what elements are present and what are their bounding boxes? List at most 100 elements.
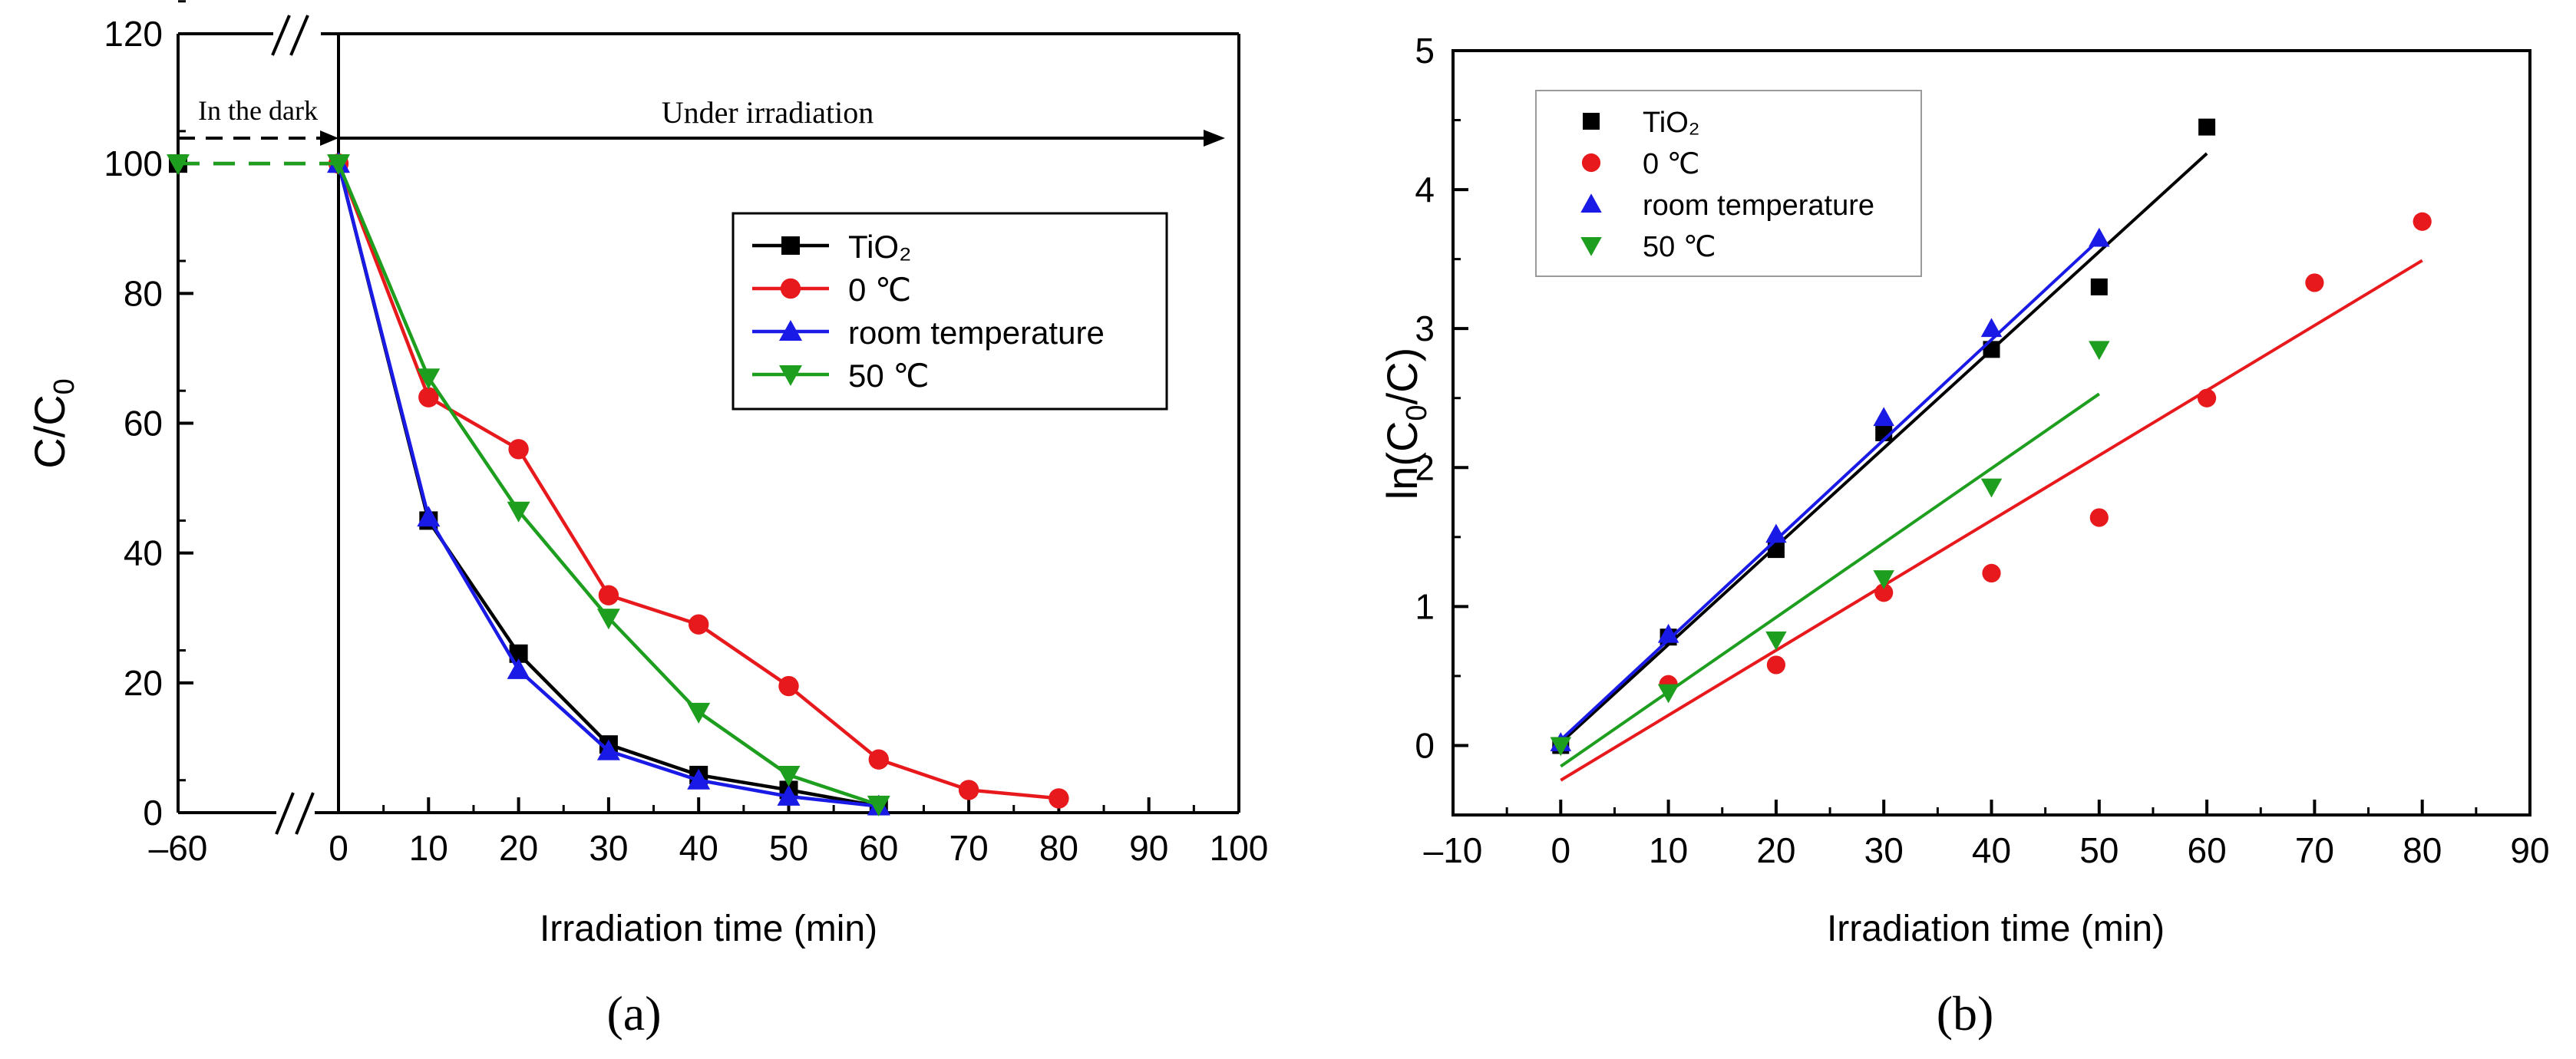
legend-label: 50 ℃ <box>1643 231 1716 263</box>
top-break-gap <box>273 9 321 55</box>
x-tick-label: 0 <box>1551 830 1571 870</box>
data-point <box>418 387 439 407</box>
data-point <box>1980 318 2003 338</box>
legend-label: room temperature <box>1643 190 1874 222</box>
data-point <box>2198 118 2216 136</box>
y-axis-title: ln(C0/C) <box>1378 348 1433 500</box>
legend-label: 0 ℃ <box>1643 148 1699 180</box>
series-segment <box>698 773 789 792</box>
legend-marker <box>1583 113 1600 130</box>
x-tick-label: 90 <box>1129 828 1168 868</box>
series-segment <box>697 711 790 777</box>
data-point <box>687 768 711 790</box>
legend: TiO₂ 0 ℃ room temperature 50 ℃ <box>732 212 1168 411</box>
y-tick-label: 0 <box>1415 725 1435 765</box>
legend-label: 0 ℃ <box>848 272 911 308</box>
y-axis-title: C/C0 <box>25 378 81 469</box>
panel-b: 0 1 2 3 4 5 –10 0 10 20 30 40 50 60 70 80 90 Irradiation … <box>1378 31 2550 1041</box>
data-point <box>2198 388 2217 407</box>
x-tick-label: 30 <box>1864 830 1904 870</box>
legend: TiO₂ 0 ℃ room temperature 50 ℃ <box>1535 90 1922 277</box>
data-point <box>778 675 799 697</box>
dark-arrowhead <box>320 130 339 146</box>
panel-label-a: (a) <box>606 986 661 1041</box>
x-tick-label: –10 <box>1424 830 1483 870</box>
series-segment <box>608 749 699 782</box>
x-tick-label: 20 <box>1756 830 1795 870</box>
series-segment <box>517 652 610 746</box>
series-segment <box>608 593 699 626</box>
irradiation-arrowhead <box>1204 130 1225 147</box>
series-segment <box>788 794 880 808</box>
x-tick-label: 10 <box>409 828 448 868</box>
legend-label: 50 ℃ <box>848 358 930 394</box>
data-point <box>2305 273 2324 292</box>
legend-box <box>1535 90 1922 277</box>
series-segment <box>427 377 520 512</box>
data-point <box>2090 278 2108 295</box>
data-point <box>867 795 890 817</box>
data-point <box>596 609 620 630</box>
y-tick-label: 0 <box>143 793 163 833</box>
y-tick-label: 20 <box>124 663 163 703</box>
series-segment <box>517 510 610 619</box>
series-segment <box>517 668 610 753</box>
series-segment <box>428 395 520 451</box>
y-tick-label: 100 <box>104 144 163 183</box>
legend-marker <box>779 365 802 386</box>
legend-marker <box>1580 193 1602 213</box>
panel-label-b: (b) <box>1937 986 1994 1041</box>
data-point <box>1982 563 2001 583</box>
data-point <box>1766 655 1785 675</box>
data-point <box>1874 583 1894 602</box>
x-tick-label: 80 <box>1039 828 1078 868</box>
x-axis-title: Irradiation time (min) <box>1827 909 2165 949</box>
series-segment <box>788 773 880 807</box>
data-point <box>777 765 801 787</box>
y-tick-label: 2 <box>1415 447 1435 487</box>
x-tick-label: 0 <box>329 828 348 868</box>
legend-label: TiO₂ <box>848 229 911 265</box>
x-tick-label: 40 <box>679 828 718 868</box>
series-segment <box>336 163 431 379</box>
data-point <box>167 154 190 176</box>
data-point <box>1873 407 1894 427</box>
x-tick-label: 70 <box>949 828 989 868</box>
fit-line <box>1560 392 2100 768</box>
y-tick-label: 3 <box>1415 308 1435 348</box>
x-tick-label: 70 <box>2295 830 2334 870</box>
legend-label: room temperature <box>848 315 1105 351</box>
x-tick-label: 20 <box>499 828 538 868</box>
x-tick-label: 100 <box>1210 828 1269 868</box>
x-tick-label: 60 <box>2188 830 2227 870</box>
y-axis-title-part: /C) <box>1378 348 1426 405</box>
series-segment <box>517 448 610 596</box>
x-tick-label: 40 <box>1972 830 2011 870</box>
y-tick-label: 120 <box>104 14 163 54</box>
data-point <box>2089 508 2109 527</box>
y-tick-label: 1 <box>1415 586 1435 626</box>
data-point <box>958 780 979 800</box>
series-segment <box>336 163 431 518</box>
data-point <box>2089 341 2110 361</box>
series-50 <box>1550 341 2110 768</box>
series-segment <box>607 616 700 714</box>
y-tick-label: 4 <box>1415 170 1435 209</box>
x-tick-label: 10 <box>1649 830 1688 870</box>
legend-marker <box>1581 153 1601 173</box>
series-segment <box>427 516 520 671</box>
data-point <box>687 702 711 724</box>
series-segment <box>968 788 1059 800</box>
data-point <box>1657 684 1679 704</box>
data-point <box>596 739 620 760</box>
data-point <box>2413 212 2432 231</box>
data-point <box>1765 523 1787 543</box>
y-tick-label: 80 <box>124 273 163 313</box>
legend-marker <box>1580 237 1602 256</box>
data-point <box>1873 570 1894 589</box>
fit-line <box>1559 238 2101 741</box>
x-tick-label: 90 <box>2510 830 2549 870</box>
data-point <box>2089 227 2110 247</box>
